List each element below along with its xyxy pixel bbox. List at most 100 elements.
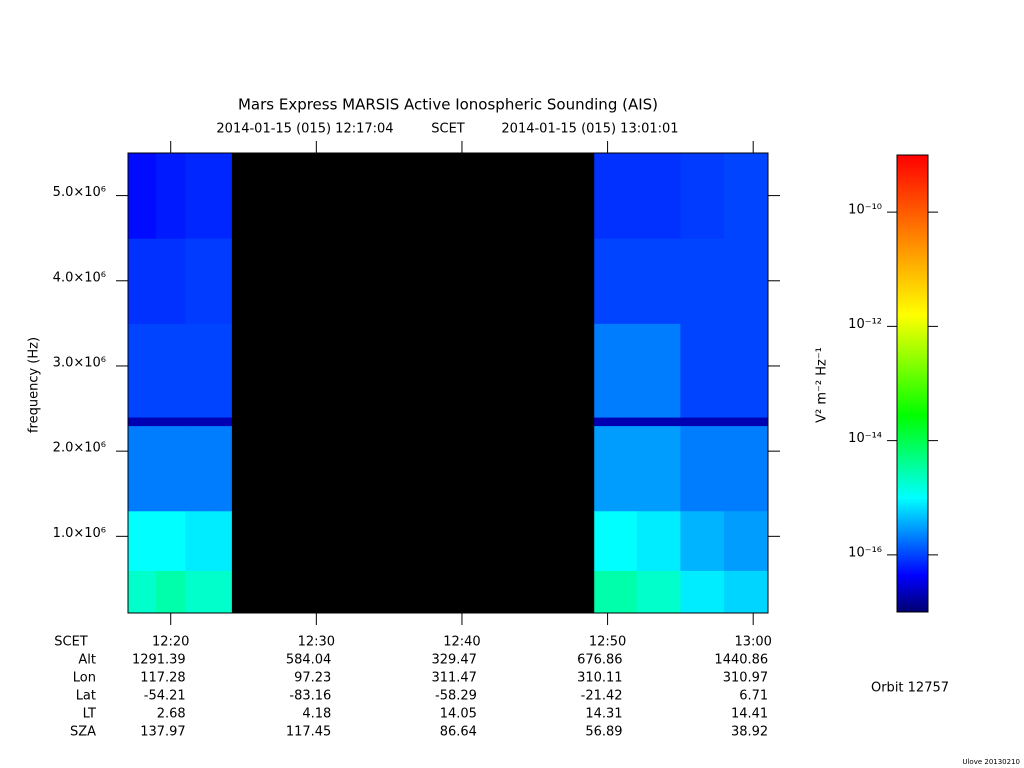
ephemeris-value: -83.16 xyxy=(289,689,331,704)
start-time: 2014-01-15 (015) 12:17:04 xyxy=(216,122,393,137)
plot-frame xyxy=(127,152,769,614)
spectrogram-cell xyxy=(724,238,769,324)
spectrogram-cell xyxy=(680,153,725,239)
chart-title: Mars Express MARSIS Active Ionospheric S… xyxy=(238,96,658,114)
ephemeris-value: 311.47 xyxy=(431,671,477,686)
spectrogram-cell xyxy=(680,238,725,324)
spectrogram-cell xyxy=(594,238,638,324)
spectrogram-cell xyxy=(214,425,232,512)
y-tick-label: 5.0×10⁶ xyxy=(53,185,106,200)
ephemeris-value: 2.68 xyxy=(157,707,186,722)
x-tick-label: 12:20 xyxy=(152,635,189,650)
spectrogram-cell xyxy=(594,153,638,239)
spectrogram-cell xyxy=(185,417,215,427)
ephemeris-value: -21.42 xyxy=(581,689,623,704)
ephemeris-value: 329.47 xyxy=(431,653,477,668)
spectrogram-cell xyxy=(594,425,638,512)
spectrogram-cell xyxy=(636,417,681,427)
ephemeris-value: 6.71 xyxy=(739,689,768,704)
spectrogram-cell xyxy=(594,323,638,418)
spectrogram-cell xyxy=(214,323,232,418)
spectrogram-cell xyxy=(680,510,725,571)
ephemeris-value: 14.31 xyxy=(585,707,622,722)
y-tick-label: 2.0×10⁶ xyxy=(53,441,106,456)
colorbar xyxy=(896,154,929,613)
spectrogram-cell xyxy=(185,323,215,418)
spectrogram-cell xyxy=(128,510,157,571)
y-tick-label: 4.0×10⁶ xyxy=(53,270,106,285)
spectrogram-cell xyxy=(156,510,186,571)
time-standard: SCET xyxy=(431,122,465,137)
spectrogram-cell xyxy=(128,417,157,427)
spectrogram-cell xyxy=(185,425,215,512)
ephemeris-name: Lat xyxy=(76,689,96,704)
ephemeris-value: 86.64 xyxy=(440,725,477,740)
spectrogram-cell xyxy=(680,417,725,427)
colorbar-tick-label: 10⁻¹² xyxy=(848,317,882,332)
spectrogram-cell xyxy=(636,570,681,614)
spectrogram xyxy=(128,153,769,614)
spectrogram-cell xyxy=(724,323,769,418)
ephemeris-value: 14.05 xyxy=(440,707,477,722)
spectrogram-cell xyxy=(636,323,681,418)
spectrogram-cell xyxy=(128,570,157,614)
spectrogram-cell xyxy=(156,238,186,324)
ephemeris-value: 676.86 xyxy=(577,653,623,668)
colorbar-tick-label: 10⁻¹⁰ xyxy=(848,203,882,218)
spectrogram-cell xyxy=(594,570,638,614)
spectrogram-cell xyxy=(680,425,725,512)
spectrogram-cell xyxy=(724,425,769,512)
spectrogram-cell xyxy=(214,417,232,427)
spectrogram-cell xyxy=(724,153,769,239)
y-tick-label: 3.0×10⁶ xyxy=(53,355,106,370)
spectrogram-cell xyxy=(724,417,769,427)
footer: Ulove 20130210 xyxy=(962,758,1020,766)
spectrogram-cell xyxy=(680,570,725,614)
ephemeris-value: 310.11 xyxy=(577,671,623,686)
y-tick-label: 1.0×10⁶ xyxy=(53,526,106,541)
spectrogram-cell xyxy=(594,510,638,571)
ephemeris-value: 1440.86 xyxy=(714,653,768,668)
ephemeris-value: 117.45 xyxy=(286,725,332,740)
spectrogram-cell xyxy=(185,510,215,571)
ephemeris-value: 56.89 xyxy=(585,725,622,740)
orbit: Orbit 12757 xyxy=(871,681,949,696)
spectrogram-cell xyxy=(128,425,157,512)
x-tick-label: 12:40 xyxy=(443,635,480,650)
spectrogram-cell xyxy=(594,417,638,427)
spectrogram-cell xyxy=(680,323,725,418)
ephemeris-name: Alt xyxy=(78,653,96,668)
spectrogram-cell xyxy=(156,570,186,614)
ephemeris-value: 137.97 xyxy=(140,725,186,740)
x-tick-label: 12:30 xyxy=(298,635,335,650)
y-axis-label: frequency (Hz) xyxy=(27,337,42,433)
ephemeris-value: -54.21 xyxy=(144,689,186,704)
spectrogram-cell xyxy=(636,238,681,324)
spectrogram-cell xyxy=(185,238,215,324)
spectrogram-cell xyxy=(214,238,232,324)
colorbar-tick-label: 10⁻¹⁶ xyxy=(848,545,882,560)
end-time: 2014-01-15 (015) 13:01:01 xyxy=(501,122,678,137)
spectrogram-cell xyxy=(214,153,232,239)
spectrogram-cell xyxy=(724,570,769,614)
spectrogram-cell xyxy=(128,323,157,418)
ephemeris-value: 14.41 xyxy=(731,707,768,722)
spectrogram-cell xyxy=(128,238,157,324)
ephemeris-value: 4.18 xyxy=(302,707,331,722)
ephemeris-name: Lon xyxy=(73,671,96,686)
spectrogram-cell xyxy=(214,510,232,571)
ephemeris-value: 310.97 xyxy=(723,671,769,686)
colorbar-tick-label: 10⁻¹⁴ xyxy=(848,431,882,446)
spectrogram-cell xyxy=(214,570,232,614)
spectrogram-cell xyxy=(156,417,186,427)
ephemeris-value: 117.28 xyxy=(140,671,186,686)
spectrogram-cell xyxy=(185,153,215,239)
x-tick-label: 12:50 xyxy=(589,635,626,650)
ephemeris-value: 97.23 xyxy=(294,671,331,686)
ephemeris-label: SCET xyxy=(54,635,88,650)
spectrogram-cell xyxy=(156,153,186,239)
spectrogram-cell xyxy=(156,425,186,512)
ephemeris-value: 38.92 xyxy=(731,725,768,740)
spectrogram-cell xyxy=(636,425,681,512)
